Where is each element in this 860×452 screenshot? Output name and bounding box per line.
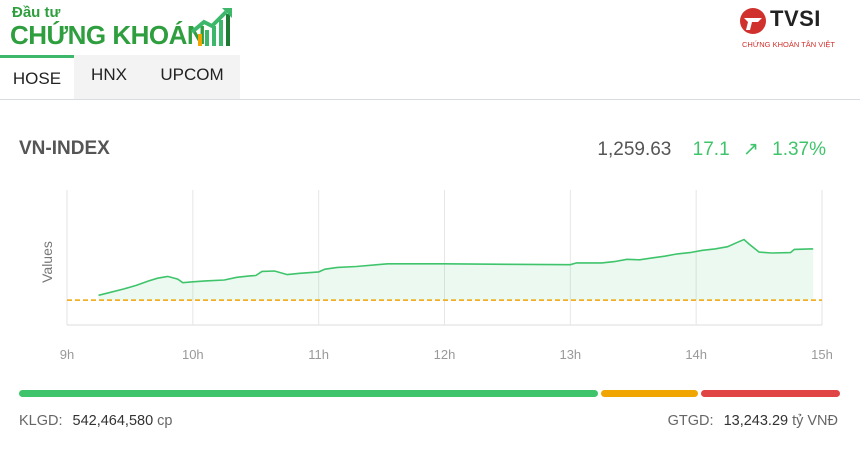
tvsi-emblem-icon	[740, 8, 766, 34]
x-tick-label: 12h	[434, 347, 456, 362]
advancers-bar	[19, 390, 598, 397]
tab-upcom[interactable]: UPCOM	[144, 55, 240, 99]
volume-unit: cp	[157, 413, 173, 429]
site-logo[interactable]: Đầu tư CHỨNG KHOÁN	[10, 4, 240, 50]
logo-small-text: Đầu tư	[12, 4, 61, 21]
y-axis-label: Values	[39, 241, 55, 283]
arrow-up-right-icon: ↗	[742, 139, 759, 160]
decliners-bar	[701, 390, 840, 397]
volume-stat: KLGD: 542,464,580 cp	[19, 413, 172, 429]
logo-big-text: CHỨNG KHOÁN	[10, 20, 206, 50]
value-value: 13,243.29	[723, 413, 789, 429]
index-name: VN-INDEX	[19, 138, 110, 159]
brand-name: TVSI	[770, 6, 821, 31]
x-tick-label: 11h	[308, 347, 329, 362]
index-area	[98, 239, 814, 301]
volume-value: 542,464,580	[72, 413, 154, 429]
tab-hose[interactable]: HOSE	[0, 55, 74, 99]
brand-tagline: CHỨNG KHOÁN TÂN VIỆT	[742, 40, 835, 49]
partner-logo[interactable]: TVSI CHỨNG KHOÁN TÂN VIỆT	[738, 6, 848, 50]
value-unit: tỷ VNĐ	[792, 413, 838, 429]
index-change: 17.1	[692, 139, 730, 160]
x-tick-label: 14h	[685, 347, 707, 362]
x-tick-label: 13h	[559, 347, 581, 362]
index-line	[98, 238, 814, 297]
value-label: GTGD:	[667, 413, 714, 429]
exchange-tabs: HOSE HNX UPCOM	[0, 55, 860, 100]
x-tick-label: 9h	[60, 347, 74, 362]
index-percent: 1.37%	[772, 139, 826, 160]
index-summary: 1,259.63 17.1 ↗ 1.37%	[597, 138, 826, 161]
x-tick-label: 15h	[811, 347, 833, 362]
unchanged-bar	[600, 390, 699, 397]
rising-bars-icon	[190, 8, 232, 46]
tab-hnx[interactable]: HNX	[74, 55, 144, 99]
value-stat: GTGD: 13,243.29 tỷ VNĐ	[668, 413, 838, 429]
volume-label: KLGD:	[19, 413, 63, 429]
index-value: 1,259.63	[597, 139, 672, 160]
x-tick-label: 10h	[182, 347, 204, 362]
intraday-chart: 9h 10h 11h 12h 13h 14h 15h Values	[39, 190, 833, 362]
